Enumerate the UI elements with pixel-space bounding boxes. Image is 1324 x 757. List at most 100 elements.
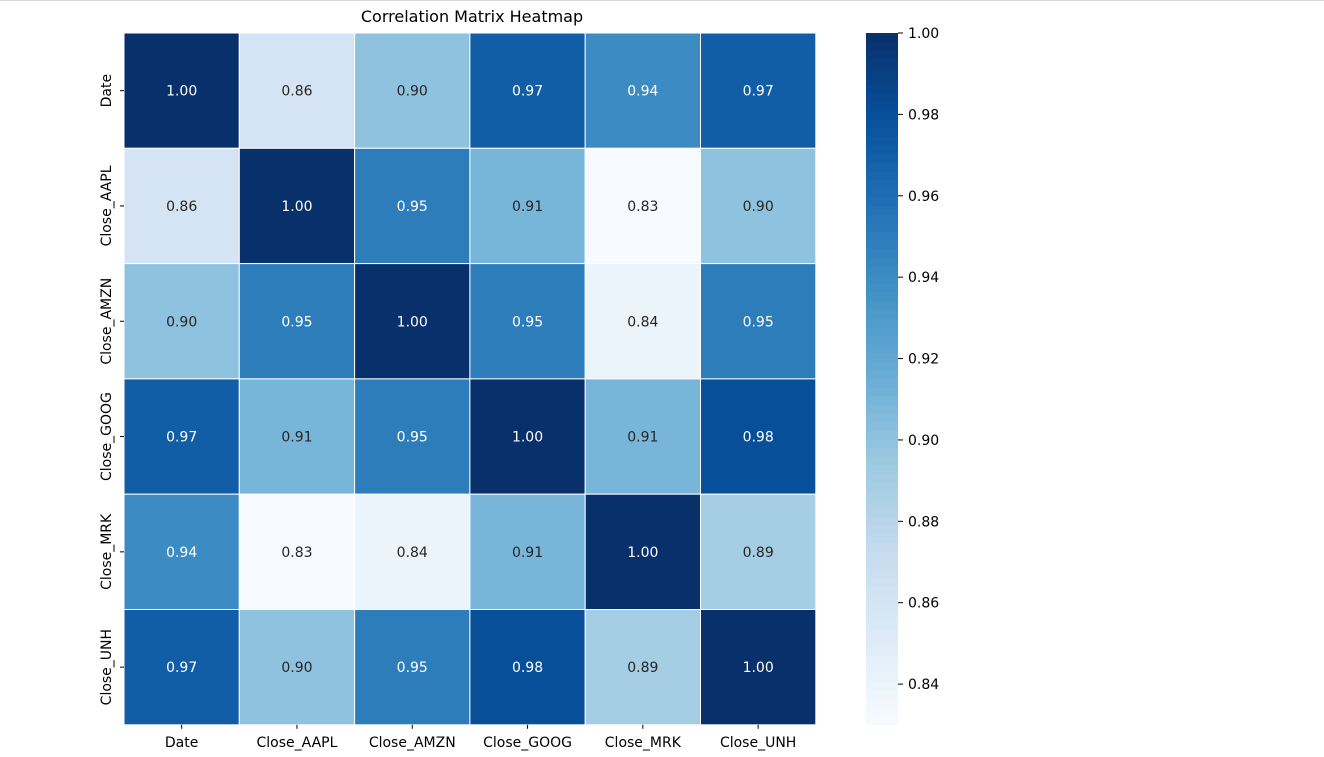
cell-value-label: 1.00 <box>627 545 658 561</box>
colorbar-segment <box>866 162 898 172</box>
colorbar-segment <box>866 257 898 268</box>
colorbar-segment <box>866 292 898 302</box>
colorbar-segment <box>866 214 898 224</box>
colorbar-tick-label: 0.88 <box>908 514 939 530</box>
colorbar-segment <box>866 465 898 475</box>
colorbar-segment <box>866 76 898 86</box>
cell-value-label: 0.89 <box>743 545 774 561</box>
x-tick-label: Close_AMZN <box>369 735 456 751</box>
heatmap-cell <box>238 378 356 495</box>
cell-value-label: 0.90 <box>281 660 312 676</box>
colorbar-segment <box>866 456 898 466</box>
colorbar-segment <box>866 543 898 553</box>
x-axis: Date Close_AAPL Close_AMZN Close_GOOG Close_… <box>165 724 796 751</box>
colorbar-tick-label: 0.94 <box>908 270 939 286</box>
colorbar-tick-label: 0.96 <box>908 189 939 205</box>
y-tick-label: Close_UNH <box>99 629 115 705</box>
colorbar-segment <box>866 58 898 69</box>
colorbar-segment <box>866 629 898 639</box>
colorbar-segment <box>866 50 898 60</box>
colorbar-segment <box>866 534 898 544</box>
y-tick-label: Close_AAPL <box>99 165 115 246</box>
colorbar: 0.84 0.86 0.88 0.90 0.92 0.94 0.96 0.98 1.00 <box>866 26 939 726</box>
heatmap-cell <box>354 378 471 495</box>
cell-value-label: 1.00 <box>743 660 774 676</box>
colorbar-segment <box>866 223 898 233</box>
colorbar-tick-label: 0.92 <box>908 352 939 368</box>
heatmap-cell <box>469 609 586 726</box>
colorbar-segment <box>866 249 898 259</box>
cell-value-label: 1.00 <box>512 430 543 446</box>
cell-value-label: 0.95 <box>743 314 774 330</box>
colorbar-segment <box>866 275 898 285</box>
heatmap-cell <box>123 263 240 380</box>
x-tick-label: Close_MRK <box>605 735 682 751</box>
cell-value-label: 1.00 <box>397 314 428 330</box>
cell-value-label: 0.86 <box>281 84 312 100</box>
colorbar-segment <box>866 413 898 423</box>
cell-value-label: 0.84 <box>397 545 428 561</box>
cell-value-label: 0.91 <box>512 199 543 215</box>
colorbar-segment <box>866 119 898 129</box>
cell-value-label: 0.94 <box>627 84 658 100</box>
heatmap-cell <box>584 493 702 611</box>
colorbar-segment <box>866 197 898 207</box>
colorbar-segment <box>866 136 898 147</box>
colorbar-segment <box>866 621 898 631</box>
heatmap-cell <box>700 493 817 611</box>
heatmap-cell <box>584 147 702 265</box>
y-tick-label: Close_GOOG <box>99 392 115 481</box>
colorbar-segment <box>866 525 898 536</box>
cell-value-label: 1.00 <box>166 84 197 100</box>
colorbar-segment <box>866 482 898 492</box>
colorbar-segment <box>866 716 898 726</box>
cell-value-label: 0.94 <box>166 545 197 561</box>
colorbar-segment <box>866 84 898 95</box>
colorbar-segment <box>866 240 898 250</box>
heatmap-cell <box>354 147 471 265</box>
colorbar-segment <box>866 378 898 389</box>
heatmap-cell <box>123 378 240 495</box>
colorbar-segment <box>866 681 898 691</box>
colorbar-segment <box>866 612 898 622</box>
colorbar-segment <box>866 517 898 527</box>
heatmap-cell <box>700 263 817 380</box>
colorbar-segment <box>866 439 898 449</box>
colorbar-segment <box>866 707 898 717</box>
colorbar-segment <box>866 448 898 458</box>
colorbar-segment <box>866 387 898 397</box>
colorbar-segment <box>866 698 898 709</box>
colorbar-segment <box>866 595 898 605</box>
heatmap-cell <box>700 609 817 726</box>
colorbar-segment <box>866 266 898 276</box>
colorbar-tick-label: 1.00 <box>908 26 939 42</box>
cell-value-label: 0.95 <box>397 199 428 215</box>
colorbar-tick-label: 0.98 <box>908 107 939 123</box>
colorbar-segment <box>866 145 898 155</box>
colorbar-segment <box>866 499 898 510</box>
colorbar-segment <box>866 102 898 112</box>
colorbar-segment <box>866 508 898 518</box>
colorbar-segment <box>866 396 898 406</box>
y-tick-label: Close_AMZN <box>99 278 115 365</box>
chart-title: Correlation Matrix Heatmap <box>361 7 583 26</box>
colorbar-segment <box>866 301 898 311</box>
heatmap-cell <box>238 493 356 611</box>
colorbar-segment <box>866 180 898 190</box>
colorbar-segment <box>866 404 898 415</box>
cell-value-label: 0.95 <box>397 430 428 446</box>
colorbar-segment <box>866 128 898 138</box>
y-tick-label: Close_MRK <box>99 513 115 590</box>
heatmap-cell <box>584 263 702 380</box>
cell-value-label: 0.90 <box>397 84 428 100</box>
colorbar-segment <box>866 344 898 354</box>
colorbar-segment <box>866 93 898 103</box>
colorbar-segment <box>866 664 898 674</box>
colorbar-segment <box>866 655 898 665</box>
cell-value-label: 0.91 <box>281 430 312 446</box>
colorbar-segment <box>866 370 898 380</box>
colorbar-segment <box>866 577 898 588</box>
y-tick-label: Date <box>99 74 115 107</box>
colorbar-tick-label: 0.86 <box>908 596 939 612</box>
